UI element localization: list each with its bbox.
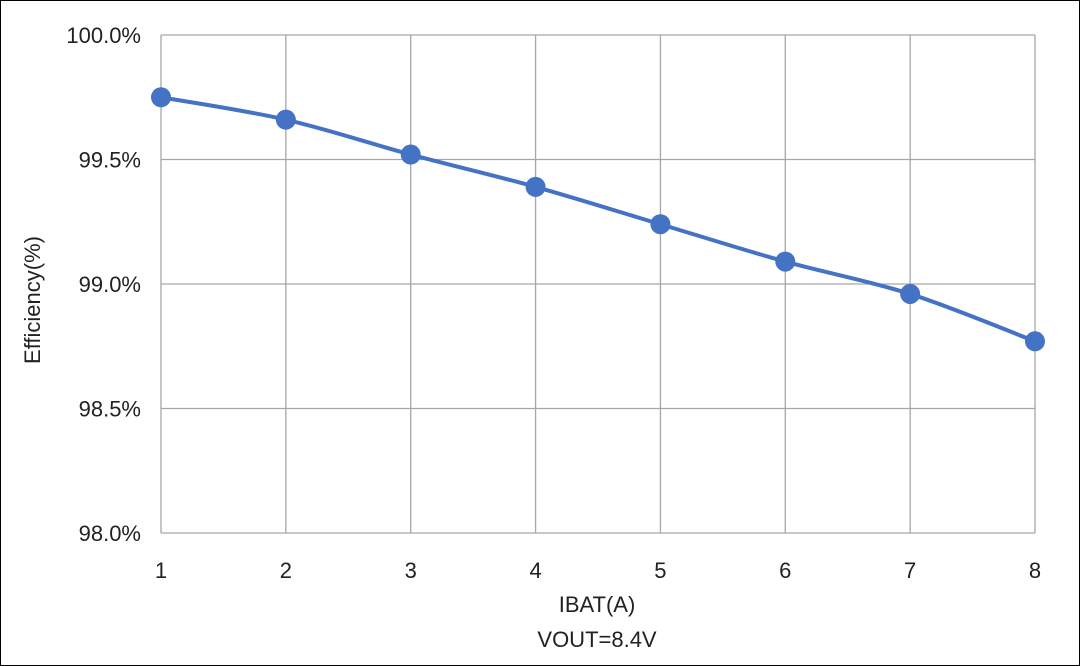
series-efficiency	[151, 87, 1045, 352]
y-tick-label: 99.5%	[79, 148, 141, 173]
data-point	[900, 283, 921, 304]
y-tick-labels: 100.0% 99.5% 99.0% 98.5% 98.0%	[66, 23, 141, 546]
y-tick-label: 98.0%	[79, 521, 141, 546]
x-tick-label: 3	[405, 558, 417, 583]
x-tick-labels: 1 2 3 4 5 6 7 8	[155, 558, 1041, 583]
x-tick-label: 4	[529, 558, 541, 583]
x-tick-label: 5	[654, 558, 666, 583]
x-tick-label: 6	[779, 558, 791, 583]
x-axis-subtitle: VOUT=8.4V	[537, 627, 657, 652]
data-point	[151, 87, 171, 108]
grid-lines	[160, 34, 1036, 534]
data-point	[1025, 331, 1045, 352]
data-point	[525, 176, 546, 197]
x-tick-label: 1	[155, 558, 167, 583]
series-line	[159, 95, 1037, 344]
x-tick-label: 2	[280, 558, 292, 583]
y-tick-label: 98.5%	[79, 397, 141, 422]
data-point	[650, 214, 671, 235]
data-point	[275, 109, 296, 130]
y-tick-label: 100.0%	[66, 23, 141, 48]
x-axis-title: IBAT(A)	[559, 592, 636, 617]
y-axis-title: Efficiency(%)	[20, 236, 45, 364]
x-tick-label: 8	[1029, 558, 1041, 583]
y-tick-label: 99.0%	[79, 272, 141, 297]
data-point	[400, 144, 421, 165]
data-point	[775, 251, 796, 272]
x-tick-label: 7	[904, 558, 916, 583]
